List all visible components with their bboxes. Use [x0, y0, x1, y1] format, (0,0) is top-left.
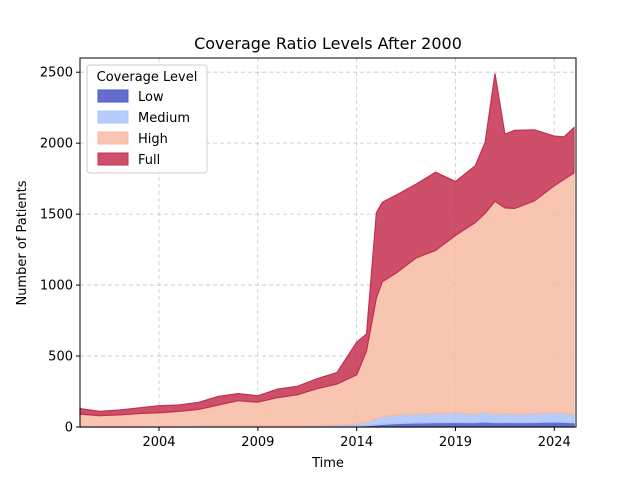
legend-swatch-medium — [97, 110, 129, 124]
y-tick-label: 2500 — [40, 66, 73, 81]
y-axis-label: Number of Patients — [15, 180, 30, 305]
x-tick-label: 2009 — [241, 435, 274, 450]
legend: Coverage Level Low Medium High Full — [86, 64, 208, 174]
y-tick-label: 1000 — [40, 279, 73, 294]
legend-label-high: High — [138, 132, 168, 147]
x-tick-label: 2019 — [439, 435, 472, 450]
y-axis: 0 500 1000 1500 2000 2500 — [40, 66, 80, 436]
x-axis-label: Time — [311, 456, 344, 471]
x-tick-label: 2024 — [538, 435, 571, 450]
x-axis: 2004 2009 2014 2019 2024 — [142, 427, 571, 450]
x-tick-label: 2004 — [142, 435, 175, 450]
y-tick-label: 0 — [65, 421, 73, 436]
legend-swatch-high — [97, 131, 129, 145]
legend-swatch-low — [97, 89, 129, 103]
y-tick-label: 500 — [48, 350, 73, 365]
legend-swatch-full — [97, 152, 129, 166]
area-full — [79, 73, 575, 417]
y-tick-label: 1500 — [40, 208, 73, 223]
legend-label-full: Full — [138, 153, 160, 168]
legend-label-low: Low — [138, 90, 164, 105]
area-high — [79, 171, 575, 428]
chart-title: Coverage Ratio Levels After 2000 — [194, 34, 462, 53]
plot-frame — [79, 57, 577, 428]
x-tick-label: 2014 — [340, 435, 373, 450]
legend-title: Coverage Level — [97, 70, 198, 85]
legend-label-medium: Medium — [138, 111, 190, 126]
y-tick-label: 2000 — [40, 137, 73, 152]
